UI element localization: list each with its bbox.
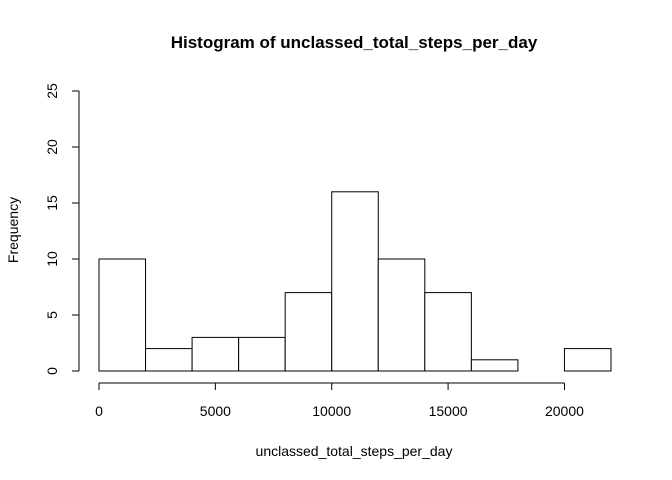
histogram-bar [145, 348, 193, 372]
x-axis: 0 5000 10000 15000 20000 [95, 382, 584, 419]
x-tick-label: 20000 [545, 403, 584, 419]
x-axis-label: unclassed_total_steps_per_day [256, 443, 453, 459]
y-tick-label: 15 [44, 195, 60, 211]
x-tick-label: 15000 [429, 403, 468, 419]
x-tick-label: 10000 [312, 403, 351, 419]
histogram-bar [98, 258, 147, 372]
histogram-bar [331, 191, 379, 372]
y-axis-label: Frequency [5, 197, 21, 263]
x-tick-label: 5000 [200, 403, 231, 419]
y-tick-label: 20 [44, 139, 60, 155]
histogram-bar [377, 258, 426, 372]
y-tick-label: 5 [44, 311, 60, 319]
histogram-bar [191, 336, 240, 372]
bars-group [98, 191, 612, 372]
x-tick-label: 0 [95, 403, 103, 419]
histogram-bar [470, 359, 519, 372]
histogram-bar [284, 292, 333, 372]
y-tick-label: 25 [44, 83, 60, 99]
histogram-bar [424, 292, 472, 372]
histogram-bar [238, 336, 286, 372]
chart-title: Histogram of unclassed_total_steps_per_d… [171, 33, 538, 52]
y-axis: 0 5 10 15 20 25 [44, 83, 80, 375]
histogram-bar [563, 348, 612, 372]
y-tick-label: 0 [44, 367, 60, 375]
y-tick-label: 10 [44, 251, 60, 267]
